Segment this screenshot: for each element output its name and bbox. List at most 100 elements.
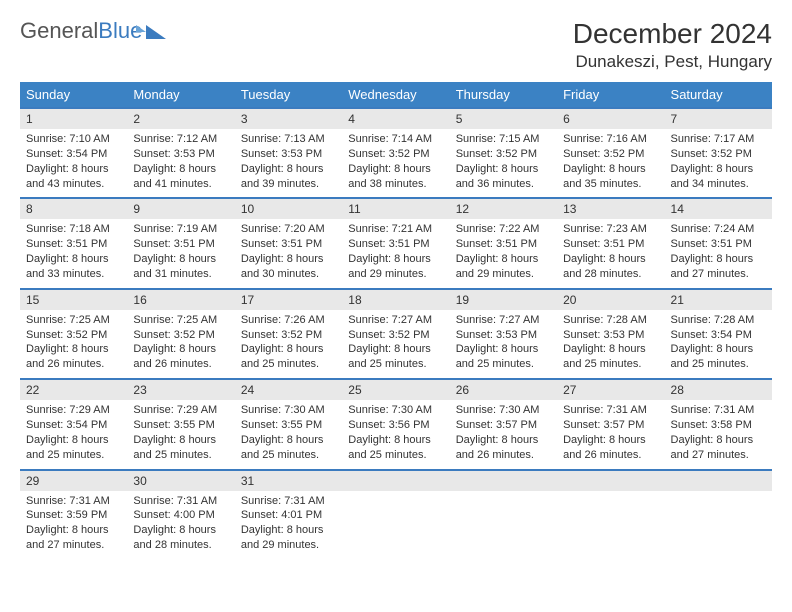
calendar-cell: 18Sunrise: 7:27 AMSunset: 3:52 PMDayligh… <box>342 289 449 379</box>
day-details: Sunrise: 7:27 AMSunset: 3:52 PMDaylight:… <box>342 310 449 378</box>
day-number: 18 <box>342 290 449 310</box>
day-number: 6 <box>557 109 664 129</box>
calendar-cell: 3Sunrise: 7:13 AMSunset: 3:53 PMDaylight… <box>235 108 342 198</box>
weekday-header: Friday <box>557 82 664 108</box>
day-details: Sunrise: 7:19 AMSunset: 3:51 PMDaylight:… <box>127 219 234 287</box>
day-number: 9 <box>127 199 234 219</box>
day-details: Sunrise: 7:21 AMSunset: 3:51 PMDaylight:… <box>342 219 449 287</box>
day-details: Sunrise: 7:14 AMSunset: 3:52 PMDaylight:… <box>342 129 449 197</box>
calendar-cell: 16Sunrise: 7:25 AMSunset: 3:52 PMDayligh… <box>127 289 234 379</box>
calendar-cell: .. <box>342 470 449 559</box>
calendar-cell: .. <box>450 470 557 559</box>
day-number: 19 <box>450 290 557 310</box>
weekday-header: Saturday <box>665 82 772 108</box>
weekday-header: Monday <box>127 82 234 108</box>
weekday-header: Tuesday <box>235 82 342 108</box>
calendar-cell: 21Sunrise: 7:28 AMSunset: 3:54 PMDayligh… <box>665 289 772 379</box>
day-details: Sunrise: 7:12 AMSunset: 3:53 PMDaylight:… <box>127 129 234 197</box>
calendar-cell: 12Sunrise: 7:22 AMSunset: 3:51 PMDayligh… <box>450 198 557 288</box>
calendar-cell: 20Sunrise: 7:28 AMSunset: 3:53 PMDayligh… <box>557 289 664 379</box>
calendar-cell: 19Sunrise: 7:27 AMSunset: 3:53 PMDayligh… <box>450 289 557 379</box>
day-number: 27 <box>557 380 664 400</box>
day-number: 20 <box>557 290 664 310</box>
day-number: 26 <box>450 380 557 400</box>
weekday-header: Wednesday <box>342 82 449 108</box>
day-number: 28 <box>665 380 772 400</box>
day-number: . <box>342 471 449 491</box>
calendar-cell: 30Sunrise: 7:31 AMSunset: 4:00 PMDayligh… <box>127 470 234 559</box>
day-details: Sunrise: 7:31 AMSunset: 3:57 PMDaylight:… <box>557 400 664 468</box>
calendar-body: 1Sunrise: 7:10 AMSunset: 3:54 PMDaylight… <box>20 108 772 559</box>
day-number: 17 <box>235 290 342 310</box>
calendar-cell: 26Sunrise: 7:30 AMSunset: 3:57 PMDayligh… <box>450 379 557 469</box>
day-details: Sunrise: 7:15 AMSunset: 3:52 PMDaylight:… <box>450 129 557 197</box>
day-number: 15 <box>20 290 127 310</box>
calendar-cell: 2Sunrise: 7:12 AMSunset: 3:53 PMDaylight… <box>127 108 234 198</box>
day-number: . <box>665 471 772 491</box>
calendar-cell: 5Sunrise: 7:15 AMSunset: 3:52 PMDaylight… <box>450 108 557 198</box>
calendar-cell: 17Sunrise: 7:26 AMSunset: 3:52 PMDayligh… <box>235 289 342 379</box>
calendar-cell: 7Sunrise: 7:17 AMSunset: 3:52 PMDaylight… <box>665 108 772 198</box>
day-details: Sunrise: 7:25 AMSunset: 3:52 PMDaylight:… <box>127 310 234 378</box>
day-number: 24 <box>235 380 342 400</box>
logo: GeneralBlue <box>20 18 146 44</box>
day-number: 3 <box>235 109 342 129</box>
day-number: 4 <box>342 109 449 129</box>
day-details: Sunrise: 7:23 AMSunset: 3:51 PMDaylight:… <box>557 219 664 287</box>
day-details: Sunrise: 7:29 AMSunset: 3:55 PMDaylight:… <box>127 400 234 468</box>
day-details: Sunrise: 7:27 AMSunset: 3:53 PMDaylight:… <box>450 310 557 378</box>
day-number: 30 <box>127 471 234 491</box>
day-number: . <box>450 471 557 491</box>
title-block: December 2024 Dunakeszi, Pest, Hungary <box>573 18 772 72</box>
day-number: 8 <box>20 199 127 219</box>
calendar-cell: 23Sunrise: 7:29 AMSunset: 3:55 PMDayligh… <box>127 379 234 469</box>
day-details: Sunrise: 7:13 AMSunset: 3:53 PMDaylight:… <box>235 129 342 197</box>
day-number: 29 <box>20 471 127 491</box>
day-number: 25 <box>342 380 449 400</box>
header: GeneralBlue December 2024 Dunakeszi, Pes… <box>20 18 772 72</box>
day-details: Sunrise: 7:28 AMSunset: 3:54 PMDaylight:… <box>665 310 772 378</box>
day-details: Sunrise: 7:16 AMSunset: 3:52 PMDaylight:… <box>557 129 664 197</box>
calendar-head: SundayMondayTuesdayWednesdayThursdayFrid… <box>20 82 772 108</box>
location-subtitle: Dunakeszi, Pest, Hungary <box>573 52 772 72</box>
day-details: Sunrise: 7:30 AMSunset: 3:55 PMDaylight:… <box>235 400 342 468</box>
calendar-cell: 29Sunrise: 7:31 AMSunset: 3:59 PMDayligh… <box>20 470 127 559</box>
calendar-cell: 31Sunrise: 7:31 AMSunset: 4:01 PMDayligh… <box>235 470 342 559</box>
calendar-table: SundayMondayTuesdayWednesdayThursdayFrid… <box>20 82 772 559</box>
calendar-cell: .. <box>665 470 772 559</box>
day-number: 10 <box>235 199 342 219</box>
calendar-cell: 25Sunrise: 7:30 AMSunset: 3:56 PMDayligh… <box>342 379 449 469</box>
day-number: 5 <box>450 109 557 129</box>
day-details: Sunrise: 7:10 AMSunset: 3:54 PMDaylight:… <box>20 129 127 197</box>
weekday-header: Sunday <box>20 82 127 108</box>
calendar-cell: 13Sunrise: 7:23 AMSunset: 3:51 PMDayligh… <box>557 198 664 288</box>
day-number: 16 <box>127 290 234 310</box>
day-number: 31 <box>235 471 342 491</box>
day-number: 11 <box>342 199 449 219</box>
day-details: Sunrise: 7:20 AMSunset: 3:51 PMDaylight:… <box>235 219 342 287</box>
calendar-cell: 24Sunrise: 7:30 AMSunset: 3:55 PMDayligh… <box>235 379 342 469</box>
day-details: Sunrise: 7:18 AMSunset: 3:51 PMDaylight:… <box>20 219 127 287</box>
calendar-cell: 10Sunrise: 7:20 AMSunset: 3:51 PMDayligh… <box>235 198 342 288</box>
day-number: 2 <box>127 109 234 129</box>
day-details: Sunrise: 7:17 AMSunset: 3:52 PMDaylight:… <box>665 129 772 197</box>
calendar-cell: .. <box>557 470 664 559</box>
calendar-cell: 1Sunrise: 7:10 AMSunset: 3:54 PMDaylight… <box>20 108 127 198</box>
day-details: Sunrise: 7:31 AMSunset: 4:01 PMDaylight:… <box>235 491 342 559</box>
day-details: Sunrise: 7:22 AMSunset: 3:51 PMDaylight:… <box>450 219 557 287</box>
calendar-cell: 22Sunrise: 7:29 AMSunset: 3:54 PMDayligh… <box>20 379 127 469</box>
calendar-cell: 8Sunrise: 7:18 AMSunset: 3:51 PMDaylight… <box>20 198 127 288</box>
calendar-cell: 28Sunrise: 7:31 AMSunset: 3:58 PMDayligh… <box>665 379 772 469</box>
calendar-cell: 6Sunrise: 7:16 AMSunset: 3:52 PMDaylight… <box>557 108 664 198</box>
calendar-cell: 4Sunrise: 7:14 AMSunset: 3:52 PMDaylight… <box>342 108 449 198</box>
day-details: Sunrise: 7:26 AMSunset: 3:52 PMDaylight:… <box>235 310 342 378</box>
calendar-cell: 27Sunrise: 7:31 AMSunset: 3:57 PMDayligh… <box>557 379 664 469</box>
logo-text-general: General <box>20 18 98 44</box>
calendar-cell: 15Sunrise: 7:25 AMSunset: 3:52 PMDayligh… <box>20 289 127 379</box>
day-number: 22 <box>20 380 127 400</box>
day-number: 23 <box>127 380 234 400</box>
weekday-header: Thursday <box>450 82 557 108</box>
month-title: December 2024 <box>573 18 772 50</box>
day-number: 14 <box>665 199 772 219</box>
day-details: Sunrise: 7:31 AMSunset: 4:00 PMDaylight:… <box>127 491 234 559</box>
